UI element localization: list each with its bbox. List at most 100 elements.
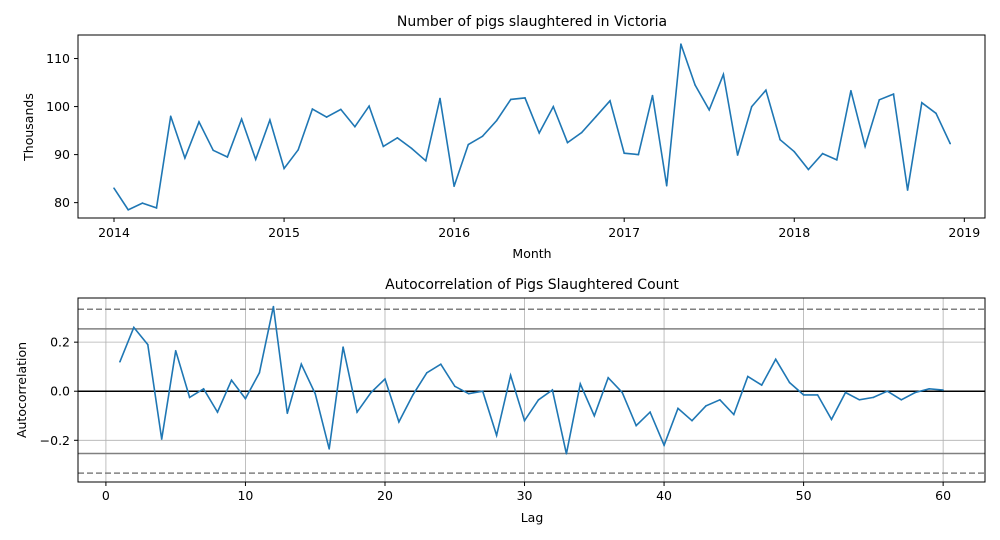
pigs-data-point — [269, 119, 271, 121]
acf-data-point — [412, 394, 414, 396]
acf-data-point — [244, 397, 247, 400]
acf-data-point — [802, 394, 805, 396]
pigs-data-point — [566, 141, 569, 144]
pigs-data-point — [254, 158, 257, 161]
pigs-data-point — [609, 100, 611, 102]
acf-data-point — [230, 379, 233, 382]
pigs-data-point — [169, 115, 172, 117]
pigs-data-point — [510, 98, 512, 101]
pigs-data-point — [495, 119, 498, 122]
acf-data-point — [481, 390, 484, 393]
pigs-data-point — [580, 131, 583, 134]
pigs-series-points — [113, 43, 951, 211]
acf-chart: Autocorrelation of Pigs Slaughtered Coun… — [14, 277, 986, 525]
acf-data-point — [286, 412, 289, 415]
pigs-data-point — [524, 97, 526, 99]
acf-data-point — [872, 396, 875, 399]
pigs-y-tick-label: 90 — [54, 147, 70, 162]
pigs-data-point — [637, 153, 640, 156]
pigs-data-point — [921, 101, 923, 104]
pigs-data-point — [736, 154, 739, 156]
acf-data-point — [844, 391, 847, 394]
pigs-data-point — [680, 43, 682, 45]
pigs-data-point — [538, 132, 540, 134]
acf-plot-area — [78, 298, 985, 482]
acf-data-point — [858, 399, 861, 401]
pigs-data-point — [595, 115, 597, 118]
acf-x-tick-label: 60 — [935, 488, 951, 503]
acf-x-tick-label: 30 — [517, 488, 533, 503]
pigs-y-tick-label: 100 — [46, 99, 70, 114]
acf-data-point — [760, 384, 763, 386]
acf-data-point — [788, 381, 791, 384]
acf-data-point — [565, 453, 568, 455]
acf-plot-frame — [77, 297, 986, 483]
pigs-data-point — [807, 168, 810, 171]
pigs-data-point — [949, 142, 951, 145]
acf-y-tick-label: 0.2 — [50, 335, 70, 350]
acf-data-point — [174, 349, 177, 352]
acf-data-point — [300, 363, 303, 366]
pigs-data-point — [765, 89, 767, 91]
pigs-data-point — [141, 202, 144, 204]
pigs-y-ticks: 80 90 100 110 — [46, 51, 78, 210]
pigs-plot-area — [77, 34, 986, 219]
pigs-data-point — [665, 185, 668, 187]
pigs-data-point — [694, 84, 696, 86]
pigs-data-point — [750, 105, 753, 108]
acf-data-point — [188, 396, 191, 399]
pigs-data-point — [864, 145, 866, 148]
acf-data-point — [440, 363, 442, 366]
pigs-data-point — [651, 94, 654, 97]
acf-data-point — [523, 419, 526, 422]
pigs-data-point — [354, 125, 356, 128]
acf-y-tick-label: −0.2 — [40, 433, 70, 448]
pigs-data-point — [297, 149, 300, 151]
pigs-data-point — [325, 116, 328, 118]
acf-x-axis-label: Lag — [521, 510, 544, 525]
acf-data-point — [607, 376, 609, 379]
acf-data-point — [258, 372, 261, 374]
acf-x-tick-label: 20 — [377, 488, 393, 503]
acf-data-point — [314, 392, 317, 395]
pigs-x-tick-label: 2019 — [948, 225, 980, 240]
pigs-data-point — [155, 207, 158, 209]
acf-data-point — [900, 399, 903, 401]
pigs-data-point — [935, 112, 937, 115]
acf-data-point — [621, 391, 623, 394]
acf-data-point — [593, 415, 596, 417]
acf-data-point — [202, 388, 205, 390]
acf-y-tick-label: 0.0 — [50, 384, 70, 399]
pigs-data-point — [184, 157, 186, 159]
acf-series-points — [119, 305, 944, 455]
acf-data-point — [370, 391, 372, 394]
pigs-data-point — [481, 135, 484, 138]
acf-data-point — [537, 399, 540, 401]
pigs-y-tick-label: 110 — [46, 51, 70, 66]
acf-y-axis-label: Autocorrelation — [14, 342, 29, 438]
acf-data-point — [216, 411, 219, 413]
pigs-data-point — [368, 105, 370, 107]
acf-data-point — [509, 374, 512, 377]
acf-data-point — [886, 390, 889, 393]
acf-data-point — [691, 419, 693, 422]
pigs-data-point — [240, 118, 243, 120]
pigs-data-point — [821, 152, 824, 155]
pigs-data-point — [906, 189, 909, 191]
pigs-data-point — [425, 160, 427, 162]
pigs-data-point — [836, 159, 838, 161]
pigs-x-axis-label: Month — [512, 246, 551, 261]
acf-data-point — [747, 375, 749, 378]
acf-x-tick-label: 0 — [102, 488, 110, 503]
acf-data-point — [663, 444, 665, 447]
pigs-data-point — [410, 147, 413, 150]
acf-data-point — [579, 383, 582, 385]
acf-data-point — [272, 305, 275, 308]
acf-data-point — [649, 411, 651, 413]
acf-data-point — [467, 392, 470, 395]
acf-data-point — [495, 434, 498, 437]
pigs-x-tick-label: 2017 — [608, 225, 640, 240]
acf-data-point — [147, 343, 149, 346]
pigs-data-point — [113, 187, 115, 189]
